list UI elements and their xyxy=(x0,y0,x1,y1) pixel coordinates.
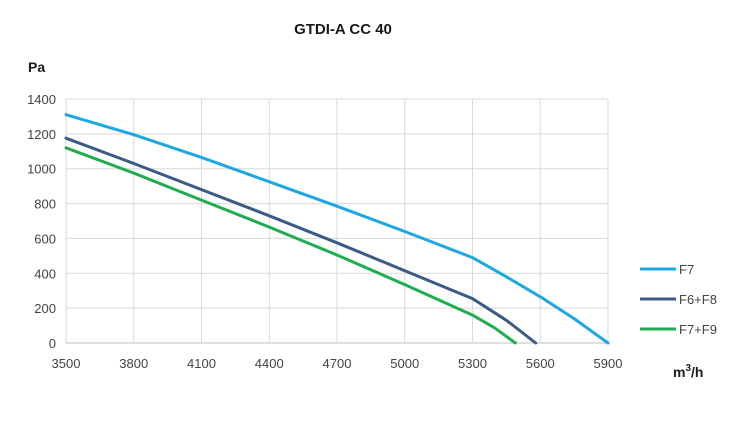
x-tick-label: 4700 xyxy=(323,356,352,371)
x-tick-label: 4100 xyxy=(187,356,216,371)
legend-label: F6+F8 xyxy=(679,292,717,307)
x-tick-label: 5300 xyxy=(458,356,487,371)
y-tick-label: 400 xyxy=(34,266,56,281)
x-tick-label: 3500 xyxy=(52,356,81,371)
x-tick-label: 3800 xyxy=(119,356,148,371)
legend-label: F7+F9 xyxy=(679,322,717,337)
y-tick-labels: 0 200 400 600 800 1000 1200 1400 xyxy=(27,92,56,351)
series-lines xyxy=(64,113,610,345)
grid-lines xyxy=(65,98,609,344)
y-axis-label: Pa xyxy=(28,59,45,75)
x-axis-label-tail: /h xyxy=(691,364,703,380)
x-axis-label: m3/h xyxy=(673,363,703,380)
y-tick-label: 1000 xyxy=(27,162,56,177)
x-tick-labels: 3500 3800 4100 4400 4700 5000 5300 5600 5900 xyxy=(52,356,623,371)
x-tick-label: 5000 xyxy=(390,356,419,371)
series-line xyxy=(64,113,610,345)
y-tick-label: 0 xyxy=(49,336,56,351)
x-tick-label: 5600 xyxy=(526,356,555,371)
series-line xyxy=(64,136,538,345)
x-tick-label: 5900 xyxy=(594,356,623,371)
x-axis-label-main: m xyxy=(673,364,685,380)
legend-label: F7 xyxy=(679,262,694,277)
series-line xyxy=(64,146,517,345)
y-tick-label: 800 xyxy=(34,197,56,212)
y-tick-label: 1400 xyxy=(27,92,56,107)
x-tick-label: 4400 xyxy=(255,356,284,371)
legend: F7 F6+F8 F7+F9 xyxy=(640,262,717,337)
y-tick-label: 600 xyxy=(34,231,56,246)
chart-title: GTDI-A CC 40 xyxy=(294,21,392,38)
x-axis-label-sup: 3 xyxy=(685,363,691,374)
y-tick-label: 200 xyxy=(34,301,56,316)
y-tick-label: 1200 xyxy=(27,127,56,142)
